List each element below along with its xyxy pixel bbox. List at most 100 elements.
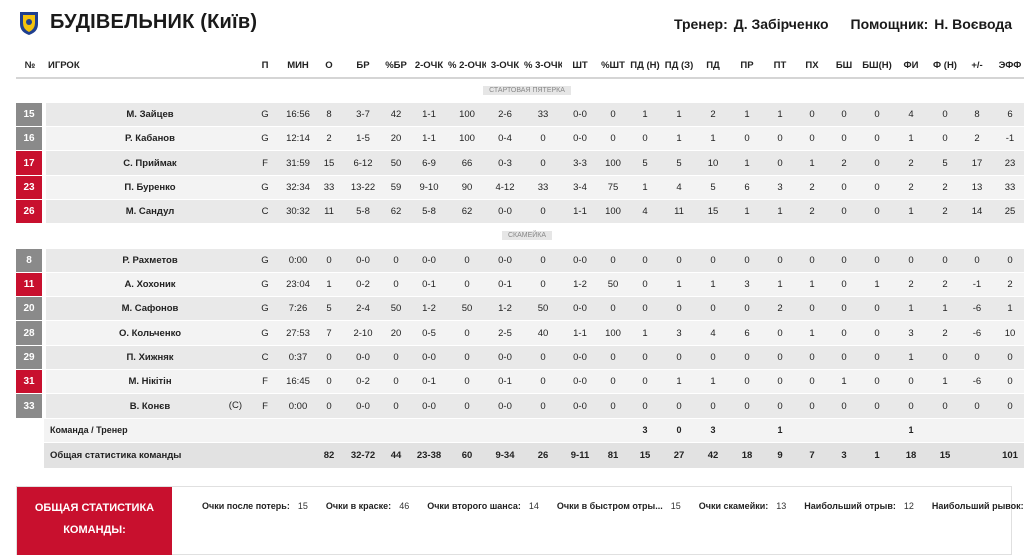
stat-cell: 0 xyxy=(828,296,860,322)
player-name[interactable]: С. Приймак xyxy=(44,150,248,176)
player-name[interactable]: М. Зайцев xyxy=(44,102,248,128)
player-name[interactable]: М. Нікітін xyxy=(44,369,248,395)
stat-cell: G xyxy=(248,175,282,200)
stat-cell: 0 xyxy=(314,393,344,419)
column-header[interactable]: МИН xyxy=(282,54,314,79)
column-header[interactable]: ПТ xyxy=(764,54,796,79)
stat-cell xyxy=(828,418,860,443)
stat-cell xyxy=(282,442,314,469)
stat-cell: 2 xyxy=(894,175,928,200)
player-row[interactable]: 20 М. Сафонов G 7:26 5 2-4 50 1-2 50 1-2 50 0-0 0 0 0 0… xyxy=(16,296,1024,322)
coaches-info: Тренер: Д. Забірченко Помощник: Н. Воєвода xyxy=(674,16,1012,32)
player-name[interactable]: В. Конєв (С) xyxy=(44,393,248,419)
summary-item-label: Очки в краске: xyxy=(325,501,392,511)
column-header[interactable]: %БР xyxy=(382,54,410,79)
column-header[interactable]: +/- xyxy=(962,54,992,79)
column-header[interactable]: % 3-ОЧК xyxy=(524,54,562,79)
stat-cell: 59 xyxy=(382,175,410,200)
column-header[interactable]: БШ xyxy=(828,54,860,79)
stat-cell: 0 xyxy=(764,126,796,152)
column-header[interactable]: ФИ xyxy=(894,54,928,79)
stat-cell: 50 xyxy=(382,296,410,322)
column-header[interactable]: ПД (Н) xyxy=(628,54,662,79)
column-header[interactable]: ЭФФ xyxy=(992,54,1024,79)
stat-cell: 2 xyxy=(894,150,928,176)
stat-cell: 66 xyxy=(448,150,486,176)
player-number: 20 xyxy=(16,296,46,322)
stat-cell: 0-0 xyxy=(486,345,524,371)
stat-cell: 50 xyxy=(598,272,628,298)
player-row[interactable]: 15 М. Зайцев G 16:56 8 3-7 42 1-1 100 2-6 33 0-0 0 1 1… xyxy=(16,102,1024,128)
player-name[interactable]: М. Сафонов xyxy=(44,296,248,322)
column-header[interactable]: ПР xyxy=(730,54,764,79)
column-header[interactable]: 2-ОЧК xyxy=(410,54,448,79)
coach-name: Д. Забірченко xyxy=(733,16,829,32)
column-header[interactable]: БШ(Н) xyxy=(860,54,894,79)
stat-cell: 17 xyxy=(962,150,992,176)
stat-cell: 1-2 xyxy=(562,272,598,298)
row-label: Общая статистика команды xyxy=(44,442,248,469)
player-row[interactable]: 8 Р. Рахметов G 0:00 0 0-0 0 0-0 0 0-0 0 0-0 0 0 0 0 0 0 0… xyxy=(16,248,1024,273)
stat-cell: 6-9 xyxy=(410,150,448,176)
stat-cell: 0 xyxy=(524,248,562,273)
stat-cell: 15 xyxy=(928,442,962,469)
stat-cell: 0 xyxy=(928,393,962,419)
stat-cell: 1 xyxy=(764,199,796,225)
player-name[interactable]: М. Сандул xyxy=(44,199,248,225)
stat-cell: 0 xyxy=(828,248,860,273)
stat-cell: 13 xyxy=(962,175,992,200)
column-header[interactable]: П xyxy=(248,54,282,79)
stat-cell: 100 xyxy=(448,126,486,152)
stat-cell: 4 xyxy=(628,199,662,225)
stat-cell: 0 xyxy=(696,345,730,371)
team-coach_row: Команда / Тренер 3 0 3 1 1 xyxy=(16,418,1024,443)
player-row[interactable]: 33 В. Конєв (С) F 0:00 0 0-0 0 0-0 0 0-0 0 0-0 0 0 0 0 0 0… xyxy=(16,393,1024,419)
stat-cell: 0 xyxy=(628,369,662,395)
stat-cell: 14 xyxy=(962,199,992,225)
stat-cell: 1 xyxy=(894,345,928,371)
player-row[interactable]: 17 С. Приймак F 31:59 15 6-12 50 6-9 66 0-3 0 3-3 10… xyxy=(16,150,1024,176)
column-header[interactable]: О xyxy=(314,54,344,79)
stat-cell: 0 xyxy=(860,345,894,371)
stat-cell: 0 xyxy=(860,248,894,273)
column-header[interactable]: ПД xyxy=(696,54,730,79)
player-row[interactable]: 26 М. Сандул C 30:32 11 5-8 62 5-8 62 0-0 0 1-1 100 4… xyxy=(16,199,1024,225)
column-header[interactable]: % 2-ОЧК xyxy=(448,54,486,79)
column-header[interactable]: № xyxy=(16,54,44,79)
player-row[interactable]: 31 М. Нікітін F 16:45 0 0-2 0 0-1 0 0-1 0 0-0 0 0 1 1 0 0… xyxy=(16,369,1024,395)
stat-cell: 2-4 xyxy=(344,296,382,322)
column-header[interactable]: ШТ xyxy=(562,54,598,79)
player-name[interactable]: П. Буренко xyxy=(44,175,248,200)
stat-cell: 9-34 xyxy=(486,442,524,469)
player-name[interactable]: О. Кольченко xyxy=(44,320,248,346)
player-row[interactable]: 29 П. Хижняк C 0:37 0 0-0 0 0-0 0 0-0 0 0-0 0 0 0 0 0 0 0 0… xyxy=(16,345,1024,371)
column-header[interactable]: ПД (З) xyxy=(662,54,696,79)
player-name[interactable]: А. Хохоник xyxy=(44,272,248,298)
player-name[interactable]: Р. Кабанов xyxy=(44,126,248,152)
stat-cell: 0 xyxy=(962,345,992,371)
stat-cell: 0 xyxy=(524,369,562,395)
player-name[interactable]: П. Хижняк xyxy=(44,345,248,371)
player-row[interactable]: 23 П. Буренко G 32:34 33 13-22 59 9-10 90 4-12 33 3… xyxy=(16,175,1024,200)
column-header[interactable]: ИГРОК xyxy=(44,54,248,79)
column-header[interactable]: ПХ xyxy=(796,54,828,79)
player-row[interactable]: 11 А. Хохоник G 23:04 1 0-2 0 0-1 0 0-1 0 1-2 50 0 1 1 3… xyxy=(16,272,1024,298)
stat-cell: 13-22 xyxy=(344,175,382,200)
column-header[interactable]: 3-ОЧК xyxy=(486,54,524,79)
player-row[interactable]: 16 Р. Кабанов G 12:14 2 1-5 20 1-1 100 0-4 0 0-0 0 0 1… xyxy=(16,126,1024,152)
stat-cell: 7:26 xyxy=(282,296,314,322)
stat-cell: 0 xyxy=(992,248,1024,273)
column-header[interactable]: %ШТ xyxy=(598,54,628,79)
column-header[interactable]: БР xyxy=(344,54,382,79)
stat-cell: 0-0 xyxy=(486,393,524,419)
player-name[interactable]: Р. Рахметов xyxy=(44,248,248,273)
stat-cell: 0 xyxy=(860,175,894,200)
stat-cell: 0-0 xyxy=(562,296,598,322)
stat-cell: 0:00 xyxy=(282,393,314,419)
stat-cell xyxy=(730,418,764,443)
player-row[interactable]: 28 О. Кольченко G 27:53 7 2-10 20 0-5 0 2-5 40 1-1 1… xyxy=(16,320,1024,346)
stat-cell: 0 xyxy=(928,248,962,273)
stat-cell xyxy=(992,418,1024,443)
stat-cell: 2 xyxy=(928,272,962,298)
column-header[interactable]: Ф (Н) xyxy=(928,54,962,79)
